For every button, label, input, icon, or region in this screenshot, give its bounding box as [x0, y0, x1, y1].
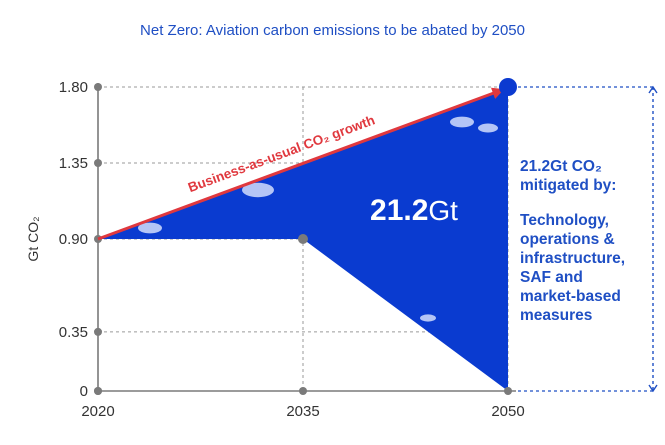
- mitigation-heading-line-2: mitigated by:: [520, 177, 617, 194]
- x-tick-label: 2050: [491, 403, 524, 420]
- tick-labels: 0 0.35 0.90 1.35 1.80 2020 2035 2050 Gt CO₂: [25, 79, 525, 420]
- y-tick-label: 0.35: [59, 324, 88, 341]
- dimension-arrow-top: [648, 85, 658, 94]
- lever-item: SAF and: [520, 269, 583, 286]
- y-tick-dot: [94, 83, 102, 91]
- dimension-arrow-bottom: [648, 384, 658, 393]
- lever-item: market-based: [520, 288, 621, 305]
- y-tick-dot: [94, 159, 102, 167]
- texture-patch: [478, 123, 498, 133]
- bau-growth-arrow: [97, 87, 505, 241]
- x-tick-dot: [504, 387, 512, 395]
- abated-total-unit: Gt: [428, 195, 458, 226]
- y-tick-label: 1.80: [59, 79, 88, 96]
- texture-patch: [420, 314, 436, 322]
- y-tick-label: 1.35: [59, 155, 88, 172]
- abated-total-value: 21.2: [370, 194, 428, 227]
- x-tick-label: 2035: [286, 403, 319, 420]
- mitigation-levers-list: Technology, operations & infrastructure,…: [520, 211, 660, 325]
- y-axis-label: Gt CO₂: [25, 216, 41, 261]
- abated-total-label: 21.2Gt: [370, 194, 458, 227]
- texture-patch: [450, 116, 474, 128]
- y-tick-label: 0.90: [59, 231, 88, 248]
- lever-item: measures: [520, 307, 593, 324]
- x-tick-dot: [299, 387, 307, 395]
- y-tick-label: 0: [80, 383, 88, 400]
- mitigation-heading: 21.2Gt CO₂ mitigated by:: [520, 157, 660, 195]
- y-tick-dot: [94, 327, 102, 336]
- chart-title: Net Zero: Aviation carbon emissions to b…: [140, 22, 525, 39]
- x-tick-label: 2020: [81, 403, 114, 420]
- texture-patch: [242, 182, 274, 198]
- lever-item: Technology,: [520, 212, 609, 229]
- pathway-point: [298, 234, 308, 244]
- x-tick-dot: [94, 387, 102, 395]
- mitigation-heading-line-1: 21.2Gt CO₂: [520, 158, 602, 175]
- lever-item: infrastructure,: [520, 250, 626, 267]
- texture-patch: [138, 222, 162, 234]
- bau-endpoint-dot: [499, 78, 517, 96]
- lever-item: operations &: [520, 231, 615, 248]
